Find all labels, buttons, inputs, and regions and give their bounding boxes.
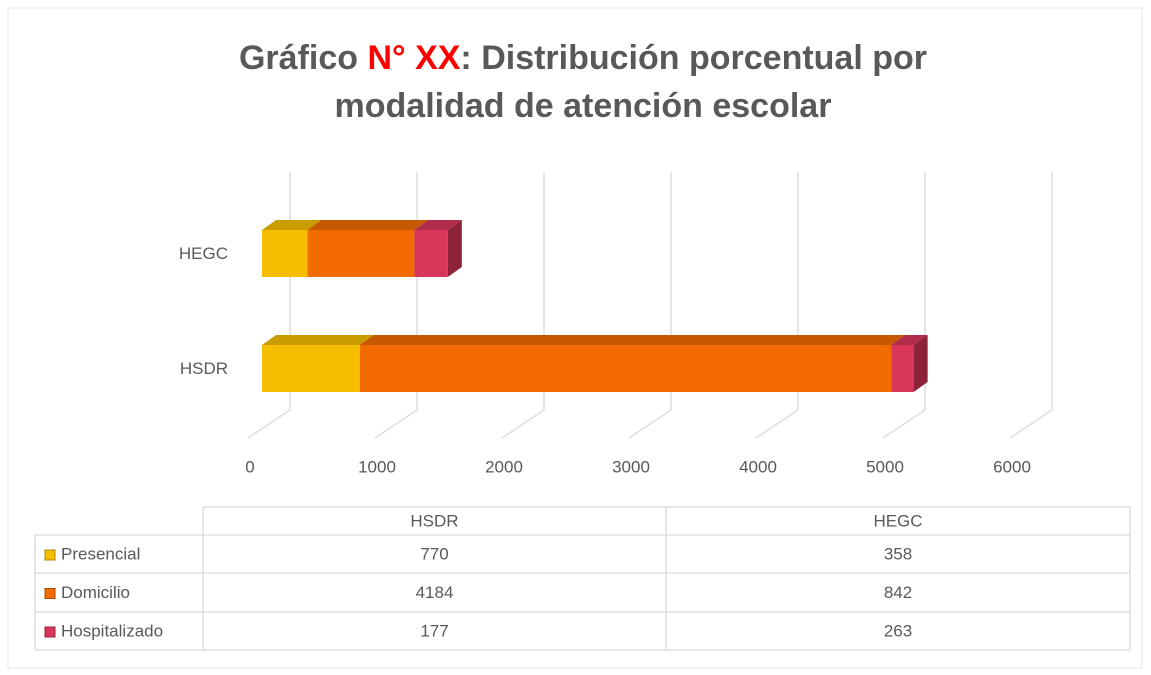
bar-side xyxy=(447,220,462,277)
x-tick-label: 3000 xyxy=(612,457,650,476)
x-tick-label: 5000 xyxy=(866,457,904,476)
bar-side xyxy=(913,335,928,392)
legend-key xyxy=(44,549,56,561)
title-part: N° XX xyxy=(367,39,460,77)
bar-top xyxy=(307,220,429,230)
legend-key xyxy=(44,588,56,599)
bar-top xyxy=(359,335,906,345)
table-value: 358 xyxy=(884,544,912,563)
chart-title: Gráfico N° XX: Distribución porcentual p… xyxy=(239,39,927,77)
legend-label: Hospitalizado xyxy=(61,621,163,640)
table-value: 177 xyxy=(420,621,448,640)
x-tick-label: 1000 xyxy=(358,457,396,476)
grid-line xyxy=(882,172,926,439)
bar xyxy=(262,230,308,277)
chart-title: modalidad de atención escolar xyxy=(335,87,832,125)
bar-top xyxy=(891,335,928,345)
grid-line xyxy=(755,172,799,439)
grid-line xyxy=(628,172,672,439)
table-value: 263 xyxy=(884,621,912,640)
x-tick-label: 2000 xyxy=(485,457,523,476)
bar xyxy=(891,345,914,392)
title-part: modalidad de atención escolar xyxy=(335,87,832,125)
x-tick-label: 4000 xyxy=(739,457,777,476)
x-tick-label: 0 xyxy=(245,457,254,476)
table-value: 842 xyxy=(884,583,912,602)
bar-top xyxy=(262,220,322,230)
grid-line xyxy=(501,172,545,439)
bar-top xyxy=(262,335,374,345)
legend-label: Presencial xyxy=(61,544,140,563)
bar xyxy=(262,345,360,392)
legend-label: Domicilio xyxy=(61,583,130,602)
bar xyxy=(359,345,892,392)
bar-top xyxy=(414,220,462,230)
bar xyxy=(307,230,415,277)
table-value: 770 xyxy=(420,544,448,563)
table-value: 4184 xyxy=(416,583,454,602)
title-part: Gráfico xyxy=(239,39,367,77)
table-grid xyxy=(34,506,1131,651)
table-header: HSDR xyxy=(410,511,458,530)
x-tick-label: 6000 xyxy=(993,457,1031,476)
legend-key xyxy=(44,626,56,638)
y-tick-label: HSDR xyxy=(180,359,228,378)
grid-line xyxy=(1009,172,1053,439)
bar xyxy=(414,230,448,277)
y-tick-label: HEGC xyxy=(179,244,228,263)
table-header: HEGC xyxy=(873,511,922,530)
title-part: : Distribución porcentual por xyxy=(460,39,927,77)
